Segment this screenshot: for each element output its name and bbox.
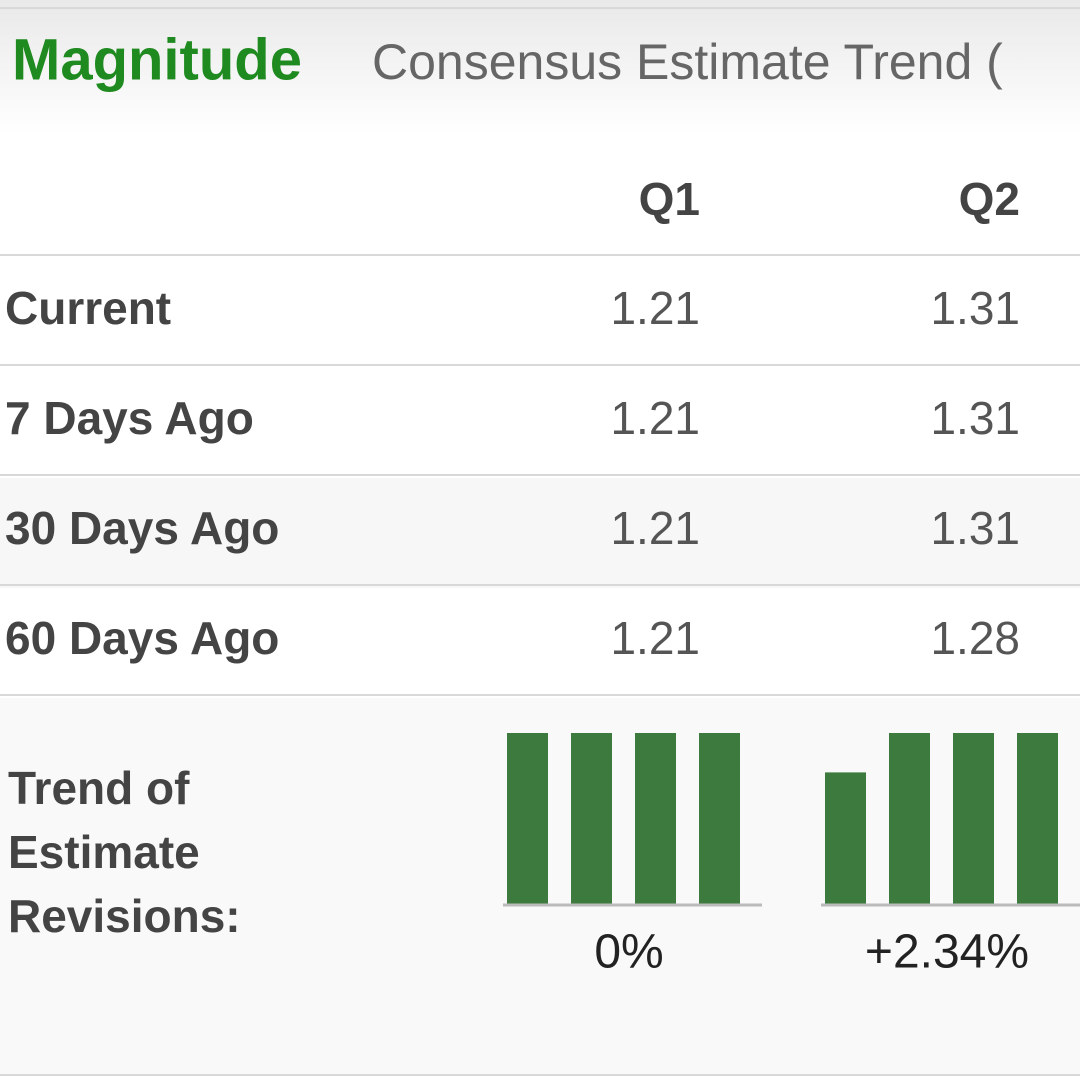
cell-value: 1.21 [610,502,700,554]
header-bar [0,0,1080,135]
column-header: Q1 [639,173,700,225]
row-label: 30 Days Ago [5,502,279,554]
trend-label: Trend of [8,762,190,814]
trend-bar [635,733,676,905]
trend-bar [889,733,930,905]
row-stripe [0,478,1080,588]
cell-value: 1.21 [610,612,700,664]
row-label: 60 Days Ago [5,612,279,664]
trend-bar [825,772,866,905]
trend-change: +2.34% [865,926,1029,979]
cell-value: 1.31 [930,282,1020,334]
column-header: Q2 [959,173,1020,225]
title: Magnitude [12,27,302,92]
row-label: Current [5,282,171,334]
trend-bar [699,733,740,905]
cell-value: 1.31 [930,392,1020,444]
trend-bar [1017,733,1058,905]
subtitle: Consensus Estimate Trend ( [372,34,1003,90]
trend-label: Estimate [8,826,200,878]
trend-change: 0% [594,926,663,979]
trend-bar [953,733,994,905]
trend-label: Revisions: [8,890,241,942]
trend-bar [571,733,612,905]
cell-value: 1.21 [610,282,700,334]
row-label: 7 Days Ago [5,392,254,444]
trend-bar [507,733,548,905]
cell-value: 1.31 [930,502,1020,554]
cell-value: 1.21 [610,392,700,444]
cell-value: 1.28 [930,612,1020,664]
